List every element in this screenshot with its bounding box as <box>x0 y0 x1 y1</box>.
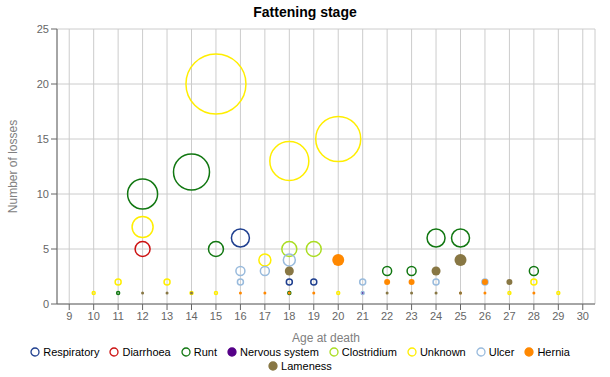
svg-text:5: 5 <box>43 243 49 255</box>
svg-text:18: 18 <box>283 310 295 322</box>
svg-text:9: 9 <box>66 310 72 322</box>
svg-text:20: 20 <box>37 78 49 90</box>
svg-text:Number of losses: Number of losses <box>8 120 20 213</box>
svg-text:11: 11 <box>112 310 123 322</box>
svg-text:25: 25 <box>37 24 49 35</box>
svg-text:0: 0 <box>43 298 49 310</box>
html-text:Fattening stage: Fattening stage <box>253 4 357 20</box>
svg-text:19: 19 <box>308 310 320 322</box>
svg-text:22: 22 <box>381 310 393 322</box>
svg-text:25: 25 <box>454 310 466 322</box>
svg-text:13: 13 <box>161 310 173 322</box>
svg-text:30: 30 <box>577 310 589 322</box>
svg-text:29: 29 <box>552 310 564 322</box>
html-text:Runt: Runt <box>193 346 217 358</box>
svg-text:20: 20 <box>332 310 344 322</box>
html-text:Nervous system: Nervous system <box>240 346 319 358</box>
svg-text:17: 17 <box>259 310 271 322</box>
svg-text:15: 15 <box>210 310 222 322</box>
svg-text:23: 23 <box>405 310 417 322</box>
html-text:Diarrhoea: Diarrhoea <box>122 346 171 358</box>
svg-text:14: 14 <box>185 310 197 322</box>
svg-text:27: 27 <box>503 310 515 322</box>
svg-text:10: 10 <box>88 310 100 322</box>
html-text:Hernia: Hernia <box>537 346 570 358</box>
html-text:Respiratory: Respiratory <box>43 346 100 358</box>
svg-text:Age at death: Age at death <box>292 331 360 345</box>
svg-text:12: 12 <box>136 310 148 322</box>
svg-text:15: 15 <box>37 133 49 145</box>
svg-text:28: 28 <box>528 310 540 322</box>
svg-text:26: 26 <box>479 310 491 322</box>
svg-text:24: 24 <box>430 310 442 322</box>
html-text:Unknown: Unknown <box>419 346 466 358</box>
html-text:Lameness: Lameness <box>281 360 332 372</box>
svg-text:10: 10 <box>37 188 49 200</box>
svg-text:21: 21 <box>357 310 369 322</box>
html-text:Ulcer: Ulcer <box>488 346 515 358</box>
html-text:Clostridium: Clostridium <box>341 346 397 358</box>
svg-text:16: 16 <box>234 310 246 322</box>
